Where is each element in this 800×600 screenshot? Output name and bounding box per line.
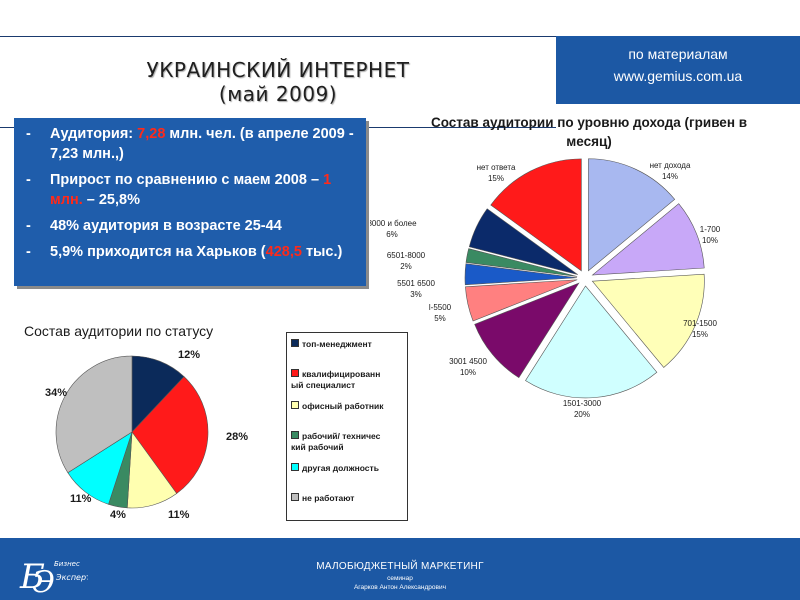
status-pie-label: 34% (45, 387, 67, 399)
bullet-dash: - (26, 218, 31, 234)
status-pie-label: 12% (178, 349, 200, 361)
income-pie-label: 1501-3000 (563, 399, 602, 408)
income-pie-slice (468, 208, 578, 275)
income-pie-label: 2% (400, 262, 412, 271)
legend-item: другая должность (291, 463, 403, 474)
legend-swatch (291, 401, 299, 409)
income-pie-label: 15% (692, 330, 708, 339)
income-pie-label: 3001 4500 (449, 357, 487, 366)
income-pie-label: 20% (574, 410, 590, 419)
legend-label: ый специалист (291, 380, 356, 390)
income-pie-label: 5% (434, 314, 446, 323)
legend-swatch (291, 431, 299, 439)
bullet-dash: - (26, 244, 31, 260)
income-pie-label: 10% (702, 236, 718, 245)
income-pie-label: 5501 6500 (397, 279, 435, 288)
income-pie-slice (490, 158, 582, 272)
fact-item: - Аудитория: 7,28 млн. чел. (в апреле 200… (26, 126, 354, 162)
legend-label: не работают (302, 493, 355, 503)
svg-text:Э: Э (32, 565, 55, 596)
legend-swatch (291, 463, 299, 471)
svg-text:Бизнес: Бизнес (54, 560, 80, 568)
income-pie-label: 14% (662, 172, 678, 181)
key-facts-box: - Аудитория: 7,28 млн. чел. (в апреле 200… (14, 118, 366, 286)
income-pie-label: 1-700 (700, 225, 721, 234)
legend-swatch (291, 339, 299, 347)
status-pie-chart: 12% 28% 11% 4% 11% 34% (45, 349, 248, 521)
source-caption: по материалам (628, 46, 728, 62)
legend-item: не работают (291, 493, 403, 504)
legend-item: топ-менеджмент (291, 339, 403, 350)
legend-swatch (291, 493, 299, 501)
income-pie-slice (591, 203, 705, 276)
income-pie-label: нет ответа (477, 163, 516, 172)
legend-label: другая должность (302, 463, 379, 473)
status-pie-slice (55, 355, 133, 474)
svg-text:Эксперт: Эксперт (55, 573, 88, 582)
slide-title: УКРАИНСКИЙ ИНТЕРНЕТ (146, 58, 410, 82)
income-pie-label: нет дохода (650, 161, 691, 170)
bullet-dash: - (26, 172, 31, 188)
legend-label: кий рабочий (291, 442, 344, 452)
legend-label: квалифицированн (302, 369, 381, 379)
income-pie-label: l-5500 (429, 303, 452, 312)
income-pie-slice (465, 248, 578, 277)
income-pie-label: 10% (460, 368, 476, 377)
slide-subtitle: (май 2009) (218, 82, 338, 106)
legend-item: офисный работник (291, 401, 403, 412)
status-chart-title: Состав аудитории по статусу (24, 323, 214, 339)
status-pie-label: 11% (168, 509, 190, 521)
income-pie-slice (525, 285, 658, 399)
income-pie-label: 8000 и более (370, 219, 417, 228)
income-pie-label: 6501-8000 (387, 251, 426, 260)
income-pie-slice (591, 273, 705, 368)
footer-bar: Б Э Бизнес Эксперт МАЛОБЮДЖЕТНЫЙ МАРКЕТИ… (0, 538, 800, 600)
status-pie-label: 11% (70, 493, 92, 505)
income-pie-chart: нет дохода 14% 1-700 10% 701-1500 15% 1501-300… (370, 158, 721, 419)
legend-swatch (291, 369, 299, 377)
top-margin (0, 0, 800, 36)
income-pie-slice (588, 158, 676, 272)
source-link[interactable]: www.gemius.com.ua (613, 68, 743, 84)
income-pie-label: 701-1500 (683, 319, 717, 328)
income-pie-label: 15% (488, 174, 504, 183)
income-pie-slice (474, 282, 580, 379)
footer-brand: МАЛОБЮДЖЕТНЫЙ МАРКЕТИНГ (316, 561, 484, 572)
slide-title-box: УКРАИНСКИЙ ИНТЕРНЕТ (май 2009) (0, 36, 556, 128)
income-pie-label: 3% (410, 290, 422, 299)
bullet-dash: - (26, 126, 31, 142)
business-expert-logo-icon: Б Э Бизнес Эксперт (19, 557, 88, 596)
legend-item: рабочий/ техничес кий рабочий (291, 431, 403, 453)
income-pie-slice (465, 279, 578, 322)
footer-seminar: семинар (387, 575, 413, 582)
fact-item: - Прирост по сравнению с маем 2008 – 1 мл… (26, 172, 332, 208)
income-chart-title: Состав аудитории по уровню дохода (гриве… (430, 115, 748, 149)
status-pie-label: 4% (110, 509, 126, 521)
svg-text:Б: Б (19, 557, 45, 596)
fact-item: -48% аудитория в возрасте 25-44 (26, 218, 282, 234)
legend-label: рабочий/ техничес (302, 431, 381, 441)
income-pie-label: 6% (386, 230, 398, 239)
source-box: по материалам www.gemius.com.ua (556, 36, 800, 104)
legend-label: топ-менеджмент (302, 339, 372, 349)
legend-label: офисный работник (302, 401, 384, 411)
status-pie-label: 28% (226, 431, 248, 443)
footer-author: Агарков Антон Александрович (353, 584, 447, 591)
status-chart-legend: топ-менеджмент квалифицированн ый специали… (286, 332, 408, 521)
status-pie-slice (131, 376, 209, 494)
fact-item: -5,9% приходится на Харьков (428,5 тыс.) (26, 244, 343, 260)
legend-item: квалифицированн ый специалист (291, 369, 403, 391)
income-pie-slice (464, 263, 578, 286)
